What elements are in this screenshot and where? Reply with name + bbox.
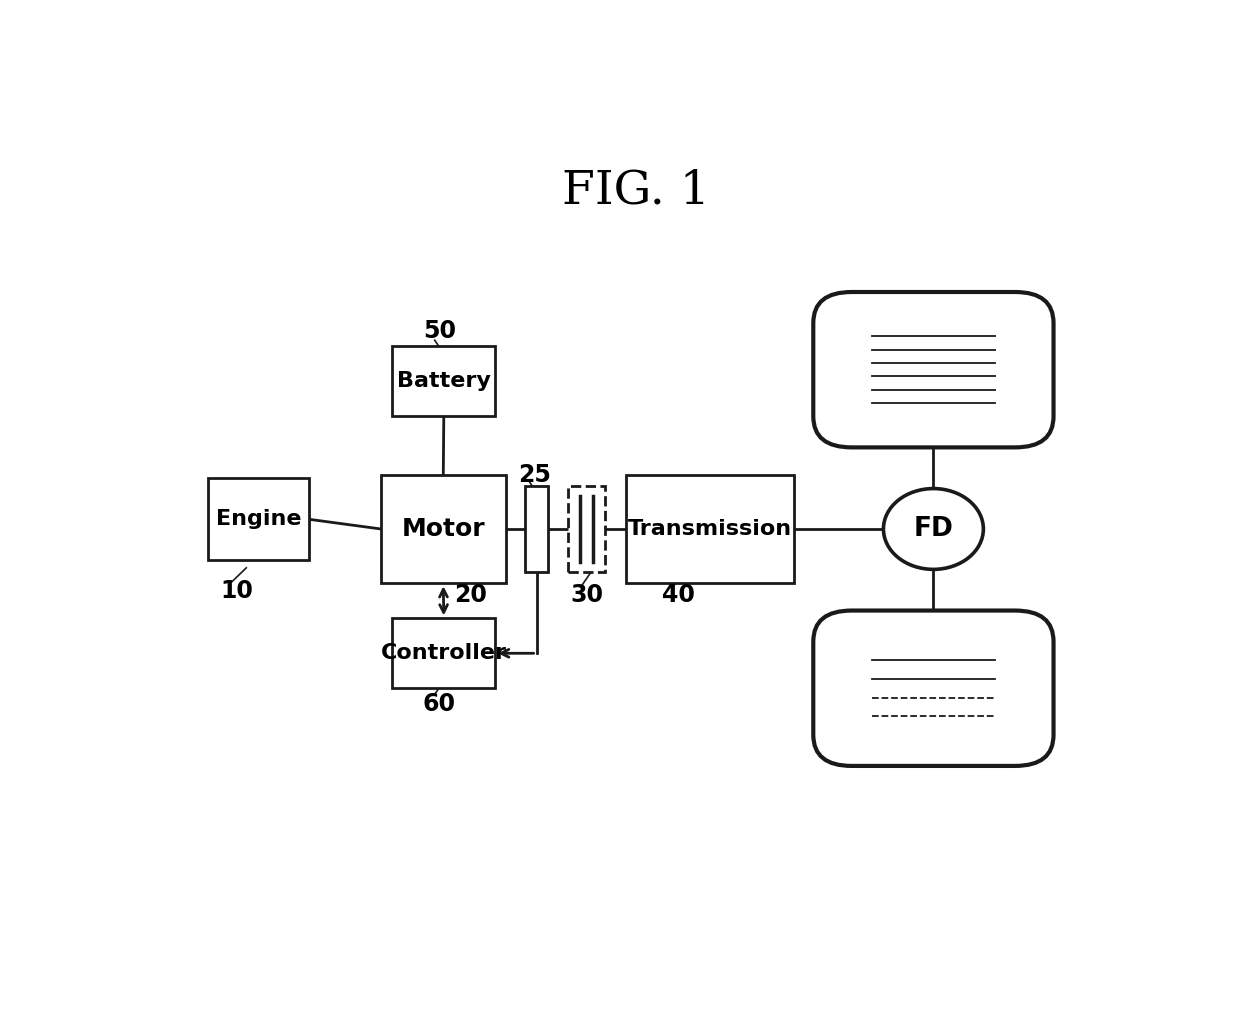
FancyBboxPatch shape <box>813 610 1054 766</box>
Text: 40: 40 <box>662 583 696 607</box>
Text: Controller: Controller <box>381 644 507 663</box>
Text: Motor: Motor <box>402 517 485 541</box>
FancyBboxPatch shape <box>392 619 495 688</box>
Text: 30: 30 <box>570 583 603 607</box>
Text: 25: 25 <box>518 462 551 486</box>
Circle shape <box>883 488 983 569</box>
Text: Transmission: Transmission <box>627 519 792 539</box>
FancyBboxPatch shape <box>208 478 309 560</box>
Text: FIG. 1: FIG. 1 <box>562 169 709 214</box>
FancyBboxPatch shape <box>568 486 605 572</box>
Text: 60: 60 <box>423 692 456 715</box>
Text: Engine: Engine <box>216 510 301 530</box>
FancyBboxPatch shape <box>392 346 495 417</box>
Text: 50: 50 <box>423 319 456 343</box>
FancyBboxPatch shape <box>381 474 506 583</box>
Text: 10: 10 <box>221 579 253 603</box>
Text: Battery: Battery <box>397 371 491 391</box>
FancyBboxPatch shape <box>525 486 548 572</box>
Text: FD: FD <box>914 516 954 542</box>
Text: 20: 20 <box>454 583 486 607</box>
FancyBboxPatch shape <box>813 292 1054 447</box>
FancyBboxPatch shape <box>626 474 794 583</box>
